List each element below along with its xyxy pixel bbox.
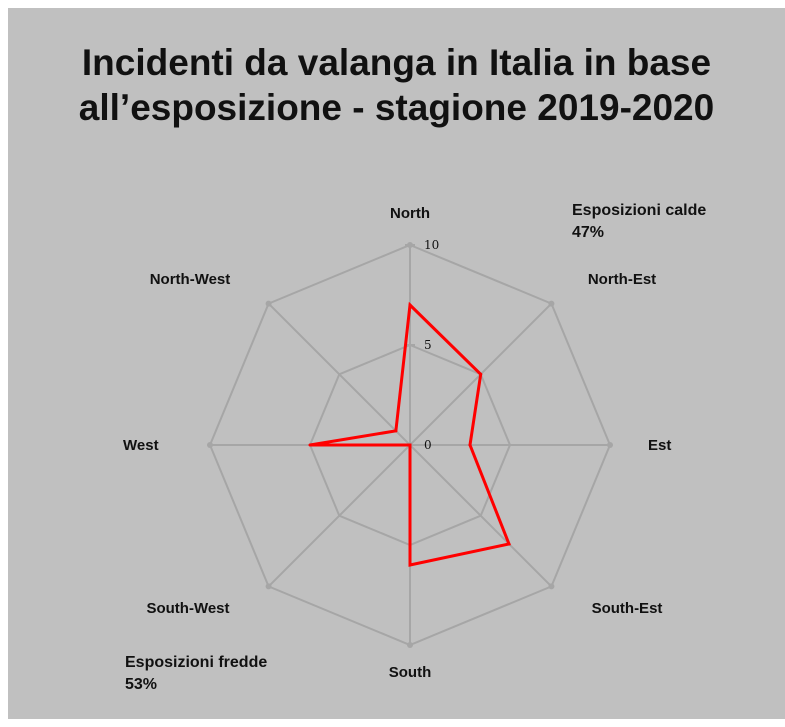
tick-label: 10	[424, 238, 439, 252]
axis-end-dot	[407, 642, 413, 648]
axis-end-dot	[548, 300, 555, 307]
data-point	[308, 443, 312, 447]
warm-exposures-note: Esposizioni calde 47%	[572, 200, 706, 244]
data-point	[408, 303, 412, 307]
category-label: South	[389, 664, 432, 681]
tick-label: 0	[424, 438, 432, 452]
radar-series-layer	[308, 301, 512, 567]
tick-label: 5	[424, 338, 432, 352]
category-label: North-Est	[588, 271, 656, 288]
data-point	[468, 443, 472, 447]
cold-exposures-value: 53%	[125, 676, 158, 693]
cold-exposures-note: Esposizioni fredde 53%	[125, 652, 267, 696]
category-label: North-West	[150, 271, 231, 288]
category-label: South-West	[146, 600, 229, 617]
radar-axis-line	[267, 444, 411, 588]
axis-end-dot	[607, 442, 613, 448]
axis-end-dot	[265, 583, 272, 590]
warm-exposures-label: Esposizioni calde	[572, 202, 707, 219]
data-point	[479, 372, 483, 376]
chart-title: Incidenti da valanga in Italia in base a…	[78, 42, 715, 128]
cold-exposures-label: Esposizioni fredde	[125, 654, 268, 671]
radial-tick-labels: 0 5 10	[424, 238, 439, 452]
data-point	[394, 429, 398, 433]
category-labels: North North-Est Est South-Est South South-Wes…	[123, 205, 671, 681]
category-label: West	[123, 437, 159, 454]
category-label: Est	[648, 437, 671, 454]
radar-axis-line	[409, 444, 553, 588]
axis-end-dot	[207, 442, 213, 448]
warm-exposures-value: 47%	[572, 224, 605, 241]
axis-end-dot	[548, 583, 555, 590]
radar-axis-line	[267, 302, 411, 446]
category-label: South-Est	[592, 600, 663, 617]
data-point	[408, 563, 412, 567]
axis-end-dot	[265, 300, 272, 307]
data-point	[507, 542, 511, 546]
category-label: North	[390, 205, 430, 222]
data-point	[408, 443, 412, 447]
chart-background	[8, 8, 785, 719]
